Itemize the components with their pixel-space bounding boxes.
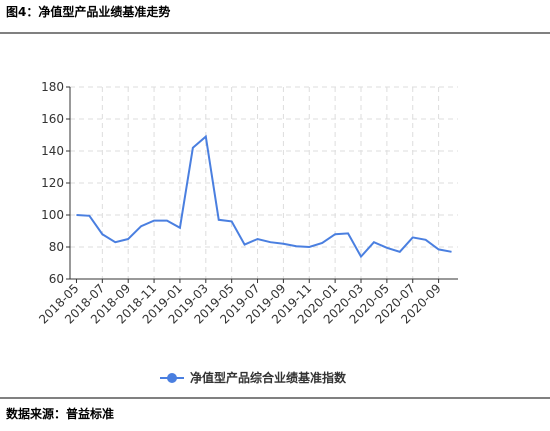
chart-title: 图4：净值型产品业绩基准走势 xyxy=(6,4,170,19)
y-tick-label: 160 xyxy=(41,112,64,126)
line xyxy=(76,134,452,259)
y-tick-label: 100 xyxy=(41,208,64,222)
y-tick-label: 60 xyxy=(49,272,64,286)
y-tick-label: 180 xyxy=(41,80,64,94)
legend-marker xyxy=(167,373,177,383)
legend-label: 净值型产品综合业绩基准指数 xyxy=(190,370,347,385)
y-tick-label: 140 xyxy=(41,144,64,158)
y-tick-label: 80 xyxy=(49,240,64,254)
y-tick-label: 120 xyxy=(41,176,64,190)
source: 数据来源：普益标准 xyxy=(6,406,114,421)
